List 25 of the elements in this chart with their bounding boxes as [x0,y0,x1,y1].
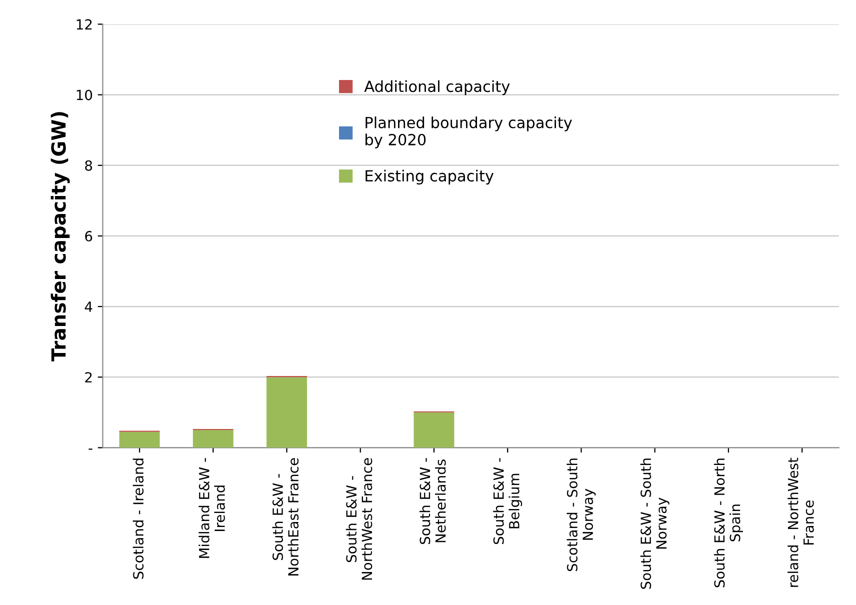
bar [119,432,160,448]
x-tick-label: South E&W - South Norway [640,458,670,589]
x-tick-label: Scotland - Ireland [132,458,144,579]
y-tick-label: - [88,448,92,450]
legend-label: Planned boundary capacity by 2020 [366,116,572,148]
y-tick-label: 10 [76,90,92,100]
legend-label: Additional capacity [364,80,510,96]
legend-label: Existing capacity [366,170,494,185]
x-tick-label: Scotland - South Norway [566,458,596,572]
y-axis-title: Transfer capacity (GW) [50,112,70,362]
x-tick-label: South E&W - North Spain [714,458,743,588]
x-tick-label: Midland E&W - Ireland [198,458,225,558]
bar [266,377,308,448]
bar [192,430,234,448]
x-tick-label: South E&W - Netherlands [419,458,446,544]
x-tick-label: reland - NorthWest France [788,458,814,587]
y-tick-label: 8 [85,160,92,171]
x-tick-label: South E&W - NorthWest France [346,458,372,580]
x-tick-label: South E&W - Belgium [493,458,522,544]
y-tick-label: 4 [84,302,92,312]
y-tick-label: 2 [85,372,92,382]
y-tick-label: 6 [85,230,92,242]
x-tick-label: South E&W - NorthEast France [272,458,299,576]
bar [414,412,454,448]
y-tick-label: 12 [76,19,92,30]
